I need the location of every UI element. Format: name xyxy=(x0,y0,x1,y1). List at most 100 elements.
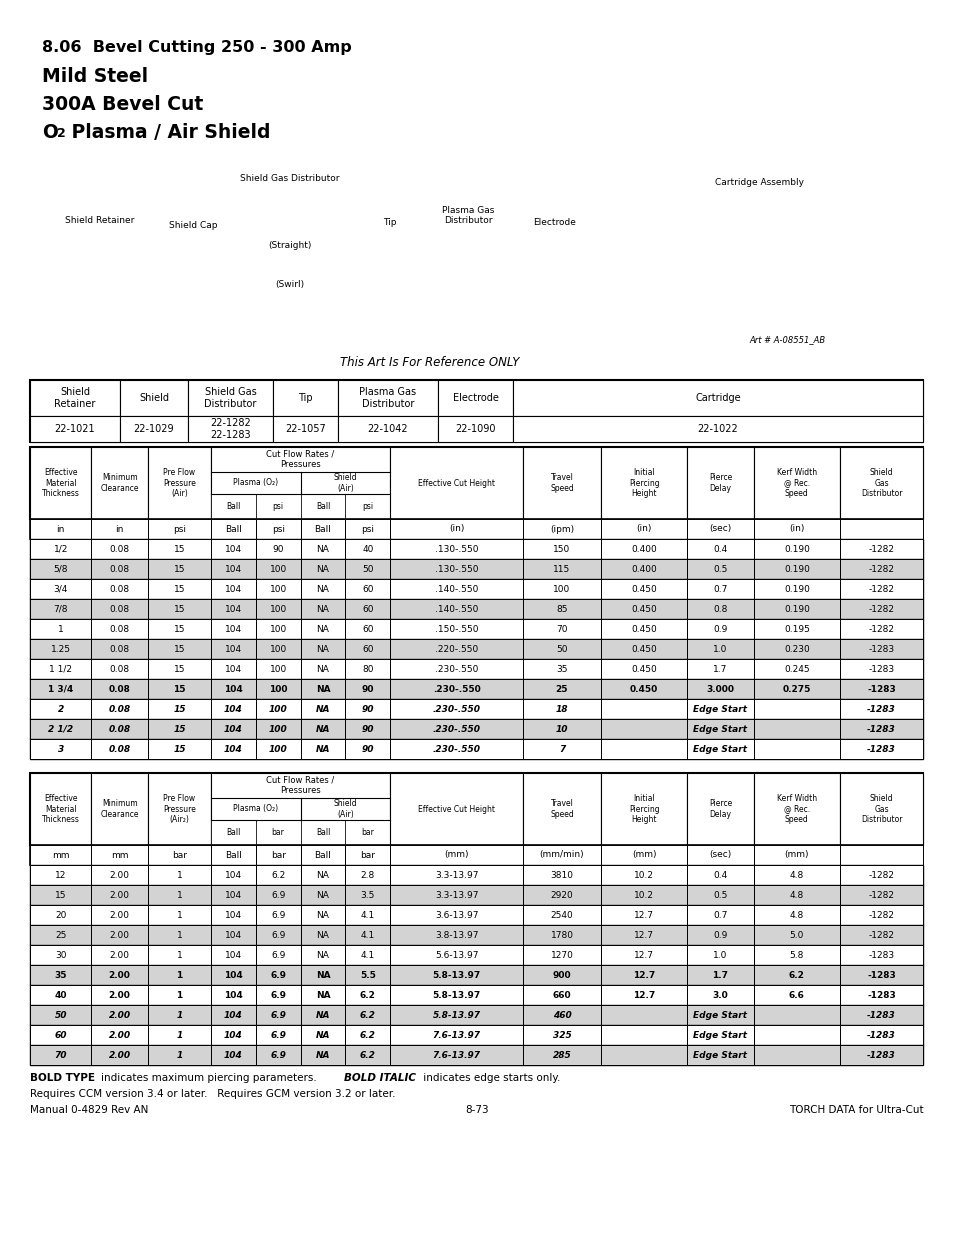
Bar xyxy=(390,1005,522,1025)
Text: TORCH DATA for Ultra-Cut: TORCH DATA for Ultra-Cut xyxy=(788,1105,923,1115)
Text: indicates edge starts only.: indicates edge starts only. xyxy=(419,1073,559,1083)
Text: 6.2: 6.2 xyxy=(271,871,285,879)
Text: 3: 3 xyxy=(57,745,64,753)
Text: 7.6-13.97: 7.6-13.97 xyxy=(432,1051,480,1060)
Text: psi: psi xyxy=(172,525,186,534)
Text: 80: 80 xyxy=(361,664,374,673)
Text: 60: 60 xyxy=(361,604,374,614)
Text: Minimum
Clearance: Minimum Clearance xyxy=(100,799,139,819)
Text: -1283: -1283 xyxy=(866,684,895,694)
Text: Ball: Ball xyxy=(314,851,331,860)
Bar xyxy=(300,599,345,619)
Bar xyxy=(600,679,686,699)
Bar xyxy=(345,885,390,905)
Bar xyxy=(30,599,91,619)
Text: 15: 15 xyxy=(172,725,186,734)
Bar xyxy=(91,447,148,519)
Bar xyxy=(390,864,522,885)
Text: 90: 90 xyxy=(361,745,374,753)
Text: Shield
(Air): Shield (Air) xyxy=(334,473,356,493)
Bar xyxy=(300,719,345,739)
Text: 10.2: 10.2 xyxy=(634,871,654,879)
Bar xyxy=(522,559,600,579)
Bar xyxy=(300,619,345,638)
Bar xyxy=(753,925,840,945)
Text: -1283: -1283 xyxy=(867,645,894,653)
Text: (mm): (mm) xyxy=(444,851,468,860)
Bar xyxy=(522,1005,600,1025)
Bar xyxy=(30,659,91,679)
Bar xyxy=(600,885,686,905)
Bar xyxy=(840,599,923,619)
Bar xyxy=(840,945,923,965)
Text: 104: 104 xyxy=(225,604,242,614)
Text: NA: NA xyxy=(315,725,330,734)
Text: bar: bar xyxy=(172,851,187,860)
Text: 100: 100 xyxy=(270,604,287,614)
Text: 104: 104 xyxy=(225,890,242,899)
Bar xyxy=(840,1005,923,1025)
Bar xyxy=(300,559,345,579)
Bar xyxy=(30,679,91,699)
Bar xyxy=(91,1025,148,1045)
Bar xyxy=(148,965,211,986)
Bar xyxy=(522,619,600,638)
Text: 285: 285 xyxy=(552,1051,571,1060)
Text: -1283: -1283 xyxy=(866,990,895,999)
Text: (Straight): (Straight) xyxy=(268,241,312,249)
Bar xyxy=(300,820,345,845)
Text: 0.7: 0.7 xyxy=(713,910,727,920)
Text: 6.9: 6.9 xyxy=(270,1030,286,1040)
Bar xyxy=(840,659,923,679)
Text: 6.9: 6.9 xyxy=(271,951,285,960)
Text: Pre Flow
Pressure
(Air₂): Pre Flow Pressure (Air₂) xyxy=(163,794,195,824)
Text: (mm): (mm) xyxy=(783,851,808,860)
Text: 0.08: 0.08 xyxy=(109,704,131,714)
Bar xyxy=(345,965,390,986)
Text: BOLD ITALIC: BOLD ITALIC xyxy=(344,1073,416,1083)
Bar xyxy=(148,1045,211,1065)
Text: 104: 104 xyxy=(225,564,242,573)
Bar xyxy=(753,965,840,986)
Text: 2.8: 2.8 xyxy=(360,871,375,879)
Bar xyxy=(148,1025,211,1045)
Bar xyxy=(30,679,923,699)
Text: 70: 70 xyxy=(54,1051,67,1060)
Bar xyxy=(30,773,923,845)
Text: NA: NA xyxy=(315,1030,330,1040)
Text: 104: 104 xyxy=(224,1051,242,1060)
Text: NA: NA xyxy=(315,990,330,999)
Text: Edge Start: Edge Start xyxy=(693,1051,747,1060)
Text: -1283: -1283 xyxy=(866,725,895,734)
Text: in: in xyxy=(115,525,124,534)
Text: 5.8-13.97: 5.8-13.97 xyxy=(432,971,480,979)
Text: 2.00: 2.00 xyxy=(109,1051,131,1060)
Bar xyxy=(345,845,390,864)
Text: Pierce
Delay: Pierce Delay xyxy=(708,799,731,819)
Bar xyxy=(686,986,753,1005)
Bar xyxy=(522,1025,600,1045)
Bar xyxy=(30,638,923,659)
Bar xyxy=(148,599,211,619)
Bar xyxy=(600,986,686,1005)
Bar xyxy=(600,1045,840,1065)
Bar xyxy=(522,945,600,965)
Text: 300A Bevel Cut: 300A Bevel Cut xyxy=(42,95,203,114)
Text: 0.450: 0.450 xyxy=(631,584,657,594)
Bar xyxy=(345,494,390,519)
Bar xyxy=(255,965,300,986)
Bar xyxy=(30,559,91,579)
Text: NA: NA xyxy=(316,564,329,573)
Bar xyxy=(840,619,923,638)
Bar xyxy=(522,986,600,1005)
Text: 104: 104 xyxy=(225,871,242,879)
Bar xyxy=(91,905,148,925)
Text: Shield: Shield xyxy=(139,393,169,403)
Text: -1283: -1283 xyxy=(866,1010,895,1020)
Bar xyxy=(345,579,390,599)
Text: This Art Is For Reference ONLY: This Art Is For Reference ONLY xyxy=(340,357,519,369)
Text: 0.08: 0.08 xyxy=(110,664,130,673)
Bar xyxy=(255,699,300,719)
Bar xyxy=(686,1005,753,1025)
Text: Kerf Width
@ Rec.
Speed: Kerf Width @ Rec. Speed xyxy=(776,794,816,824)
